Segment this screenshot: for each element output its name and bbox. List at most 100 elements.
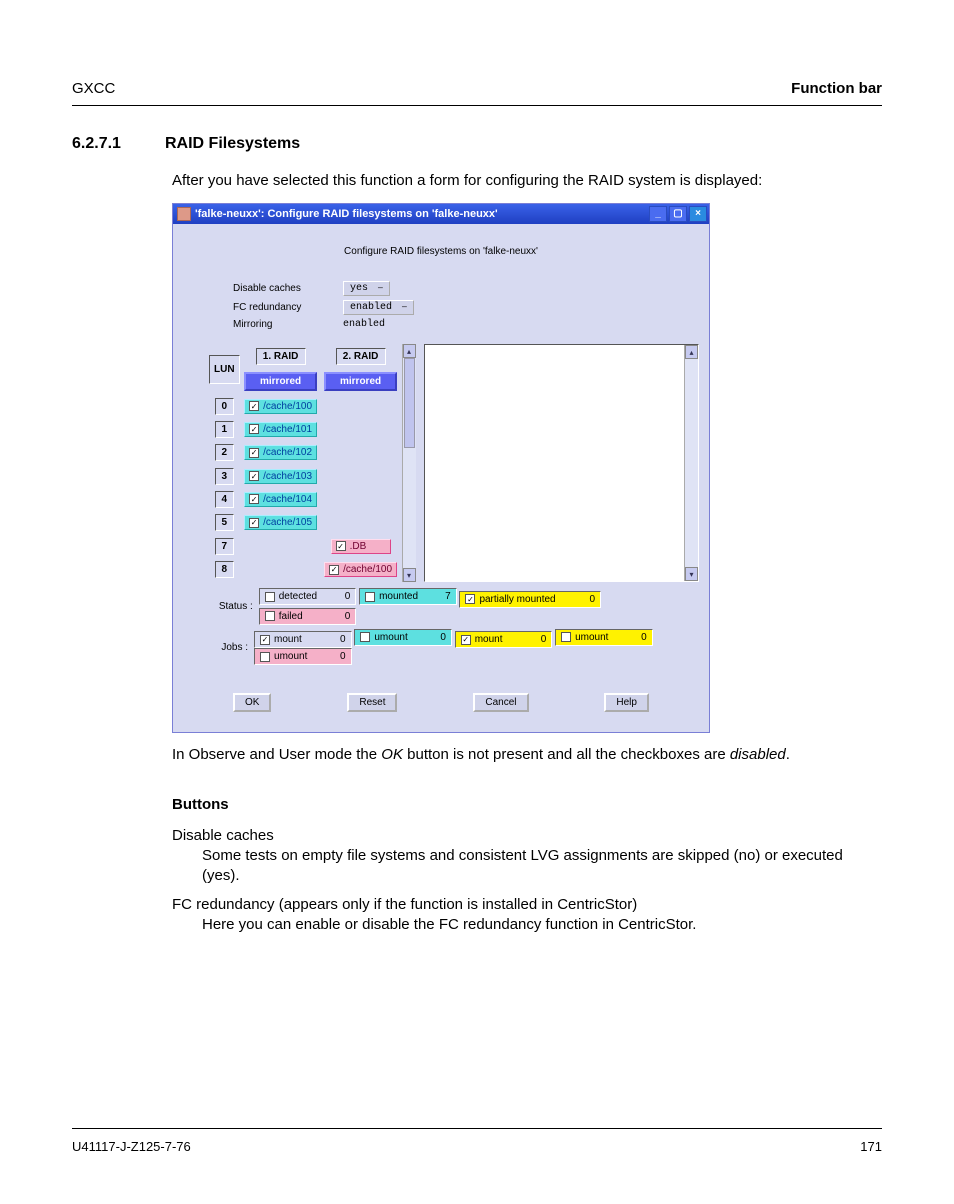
cache-entry[interactable]: ✓ .DB — [331, 539, 391, 554]
cache-path: /cache/101 — [263, 424, 312, 435]
checkbox-icon[interactable] — [561, 632, 571, 642]
window-titlebar: 'falke-neuxx': Configure RAID filesystem… — [173, 204, 709, 224]
chip-count: 0 — [340, 651, 346, 662]
scroll-down-icon[interactable]: ▾ — [685, 567, 698, 581]
checkbox-icon[interactable] — [265, 611, 275, 621]
lun-cell: 4 — [215, 491, 235, 508]
lun-cell: 8 — [215, 561, 235, 578]
checkbox-icon[interactable] — [265, 592, 275, 602]
mirroring-label: Mirroring — [233, 319, 343, 330]
status-chip[interactable]: ✓mount0 — [254, 631, 352, 648]
checkbox-icon[interactable]: ✓ — [249, 518, 259, 528]
definition-body: Here you can enable or disable the FC re… — [202, 915, 882, 935]
cache-path: /cache/104 — [263, 494, 312, 505]
raid-config-window: 'falke-neuxx': Configure RAID filesystem… — [172, 203, 710, 733]
status-chip[interactable]: failed 0 — [259, 608, 357, 625]
checkbox-icon[interactable]: ✓ — [329, 565, 339, 575]
definition-term: Disable caches — [172, 827, 882, 844]
status-chip[interactable]: ✓ partially mounted 0 — [459, 591, 601, 608]
minimize-button[interactable]: _ — [649, 206, 667, 222]
status-chip[interactable]: mounted7 — [359, 588, 457, 605]
close-button[interactable]: × — [689, 206, 707, 222]
scroll-down-icon[interactable]: ▾ — [403, 568, 416, 582]
raid2-header: 2. RAID — [336, 348, 386, 365]
disable-caches-value: yes — [350, 283, 368, 294]
cache-entry[interactable]: ✓ /cache/100 — [244, 399, 317, 414]
fc-redundancy-value: enabled — [350, 302, 392, 313]
reset-button[interactable]: Reset — [347, 693, 397, 712]
section-number: 6.2.7.1 — [72, 135, 147, 153]
lun-cell: 0 — [215, 398, 235, 415]
cache-entry[interactable]: ✓/cache/100 — [324, 562, 397, 577]
scroll-thumb[interactable] — [404, 358, 415, 448]
status-chip[interactable]: umount0 — [254, 648, 352, 665]
raid1-header: 1. RAID — [256, 348, 306, 365]
cache-path: /cache/103 — [263, 471, 312, 482]
fc-redundancy-dropdown[interactable]: enabled — — [343, 300, 414, 315]
disabled-word: disabled — [730, 746, 786, 763]
lun-scrollbar[interactable]: ▴ ▾ — [402, 344, 416, 582]
raid2-mirrored-button[interactable]: mirrored — [324, 372, 397, 391]
scroll-up-icon[interactable]: ▴ — [685, 345, 698, 359]
chip-text: detected — [279, 591, 335, 602]
checkbox-icon[interactable]: ✓ — [461, 635, 471, 645]
ok-button[interactable]: OK — [233, 693, 271, 712]
lun-cell: 1 — [215, 421, 235, 438]
cache-path: /cache/105 — [263, 517, 312, 528]
raid1-mirrored-button[interactable]: mirrored — [244, 372, 317, 391]
chip-count: 0 — [345, 591, 351, 602]
cache-entry[interactable]: ✓ /cache/104 — [244, 492, 317, 507]
checkbox-icon[interactable]: ✓ — [249, 448, 259, 458]
cache-entry[interactable]: ✓ /cache/103 — [244, 469, 317, 484]
chip-count: 0 — [440, 632, 446, 643]
checkbox-icon[interactable]: ✓ — [249, 401, 259, 411]
checkbox-icon[interactable]: ✓ — [249, 424, 259, 434]
lun-cell: 2 — [215, 444, 235, 461]
disable-caches-label: Disable caches — [233, 283, 343, 294]
cache-path: /cache/102 — [263, 447, 312, 458]
definition-body: Some tests on empty file systems and con… — [202, 846, 882, 887]
page-header-right: Function bar — [791, 80, 882, 97]
chip-count: 0 — [340, 634, 346, 645]
cache-entry[interactable]: ✓ /cache/101 — [244, 422, 317, 437]
checkbox-icon[interactable] — [260, 652, 270, 662]
page-header-left: GXCC — [72, 80, 115, 97]
right-pane: ▴ ▾ — [424, 344, 699, 582]
lun-cell: 3 — [215, 468, 235, 485]
ok-word: OK — [381, 746, 403, 763]
checkbox-icon[interactable]: ✓ — [465, 594, 475, 604]
maximize-button[interactable]: ▢ — [669, 206, 687, 222]
status-chip[interactable]: umount0 — [354, 629, 452, 646]
status-row: Status : detected0 mounted7 ✓partially m… — [207, 588, 699, 625]
chip-count: 0 — [589, 594, 595, 605]
right-scrollbar[interactable]: ▴ ▾ — [684, 345, 698, 581]
status-chip[interactable]: umount0 — [555, 629, 653, 646]
cache-path: /cache/100 — [263, 401, 312, 412]
cache-entry[interactable]: ✓ /cache/102 — [244, 445, 317, 460]
chip-count: 0 — [345, 611, 351, 622]
chip-text: partially mounted — [479, 594, 579, 605]
checkbox-icon[interactable] — [365, 592, 375, 602]
status-chip[interactable]: detected 0 — [259, 588, 357, 605]
chip-count: 0 — [641, 632, 647, 643]
chip-count: 7 — [445, 591, 451, 602]
disable-caches-dropdown[interactable]: yes — — [343, 281, 390, 296]
checkbox-icon[interactable]: ✓ — [249, 471, 259, 481]
section-title: RAID Filesystems — [165, 135, 300, 153]
cache-path: .DB — [350, 541, 367, 552]
after-image-note: In Observe and User mode the OK button i… — [172, 745, 882, 765]
checkbox-icon[interactable]: ✓ — [260, 635, 270, 645]
checkbox-icon[interactable] — [360, 632, 370, 642]
chip-text: failed — [279, 611, 335, 622]
lun-table: LUN 1. RAID 2. RAID mirrored mirrored 0 ✓… — [207, 344, 402, 582]
lun-cell: 7 — [215, 538, 235, 555]
checkbox-icon[interactable]: ✓ — [249, 494, 259, 504]
lun-header: LUN — [209, 355, 240, 384]
scroll-up-icon[interactable]: ▴ — [403, 344, 416, 358]
help-button[interactable]: Help — [604, 693, 649, 712]
window-icon — [177, 207, 191, 221]
checkbox-icon[interactable]: ✓ — [336, 541, 346, 551]
status-chip[interactable]: ✓mount0 — [455, 631, 553, 648]
cache-entry[interactable]: ✓ /cache/105 — [244, 515, 317, 530]
cancel-button[interactable]: Cancel — [473, 693, 528, 712]
